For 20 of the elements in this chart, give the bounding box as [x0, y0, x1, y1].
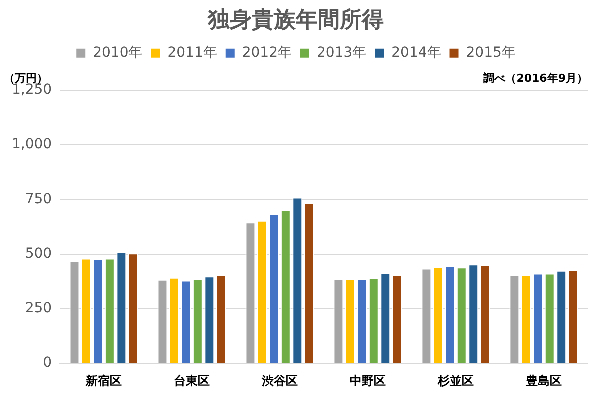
- y-tick-label: 250: [25, 300, 52, 317]
- y-tick-label: 500: [25, 246, 52, 262]
- legend-label: 2011年: [168, 45, 218, 62]
- y-tick-label: 0: [43, 355, 52, 372]
- legend-label: 2015年: [466, 45, 516, 62]
- x-tick-label: 渋谷区: [261, 374, 298, 388]
- legend-label: 2010年: [93, 45, 143, 62]
- legend-label: 2014年: [392, 45, 442, 62]
- y-tick-label: 1,000: [12, 136, 52, 153]
- chart-title: 独身貴族年間所得: [207, 8, 384, 33]
- x-tick-label: 新宿区: [85, 374, 122, 388]
- x-tick-label: 豊島区: [525, 374, 562, 388]
- x-tick-label: 台東区: [174, 374, 210, 388]
- text: 調べ（2016年9月）: [484, 72, 588, 85]
- y-tick-label: 750: [25, 191, 52, 208]
- y-axis-title: （万円）: [4, 72, 48, 85]
- x-tick-label: 杉並区: [437, 374, 474, 388]
- legend-label: 2013年: [317, 45, 367, 62]
- legend-label: 2012年: [242, 45, 292, 62]
- x-tick-label: 中野区: [350, 374, 386, 388]
